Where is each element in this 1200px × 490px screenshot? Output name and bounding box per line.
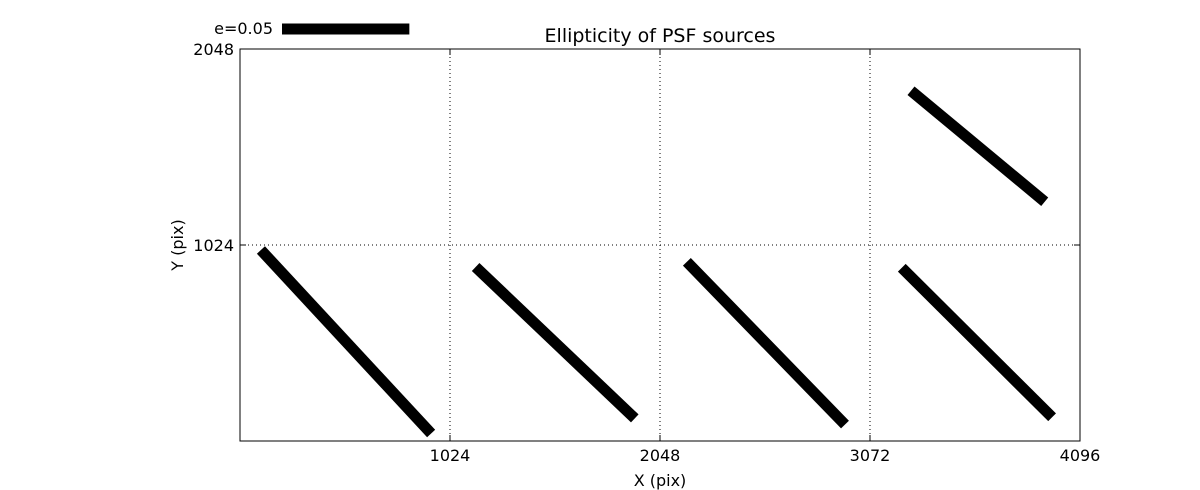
ellipticity-key: e=0.05 <box>214 19 410 38</box>
x-tick-label: 3072 <box>850 446 891 465</box>
y-tick-label: 1024 <box>193 236 234 255</box>
axis-ticks: 1024 2048 3072 4096 1024 2048 <box>193 40 1100 465</box>
ellipticity-segment <box>682 258 849 429</box>
ellipticity-segment <box>256 246 436 438</box>
ellipticity-segment <box>471 263 639 423</box>
key-label: e=0.05 <box>214 19 273 38</box>
x-axis-label: X (pix) <box>634 471 687 490</box>
chart-title: Ellipticity of PSF sources <box>545 25 776 47</box>
x-tick-label: 1024 <box>430 446 471 465</box>
y-tick-label: 2048 <box>193 40 234 59</box>
ellipticity-segments <box>256 86 1056 438</box>
x-tick-label: 4096 <box>1060 446 1101 465</box>
ellipticity-segment <box>897 263 1056 422</box>
grid-lines <box>240 49 1081 441</box>
ellipticity-segment <box>907 86 1049 206</box>
x-tick-label: 2048 <box>640 446 681 465</box>
y-axis-label: Y (pix) <box>168 219 187 271</box>
